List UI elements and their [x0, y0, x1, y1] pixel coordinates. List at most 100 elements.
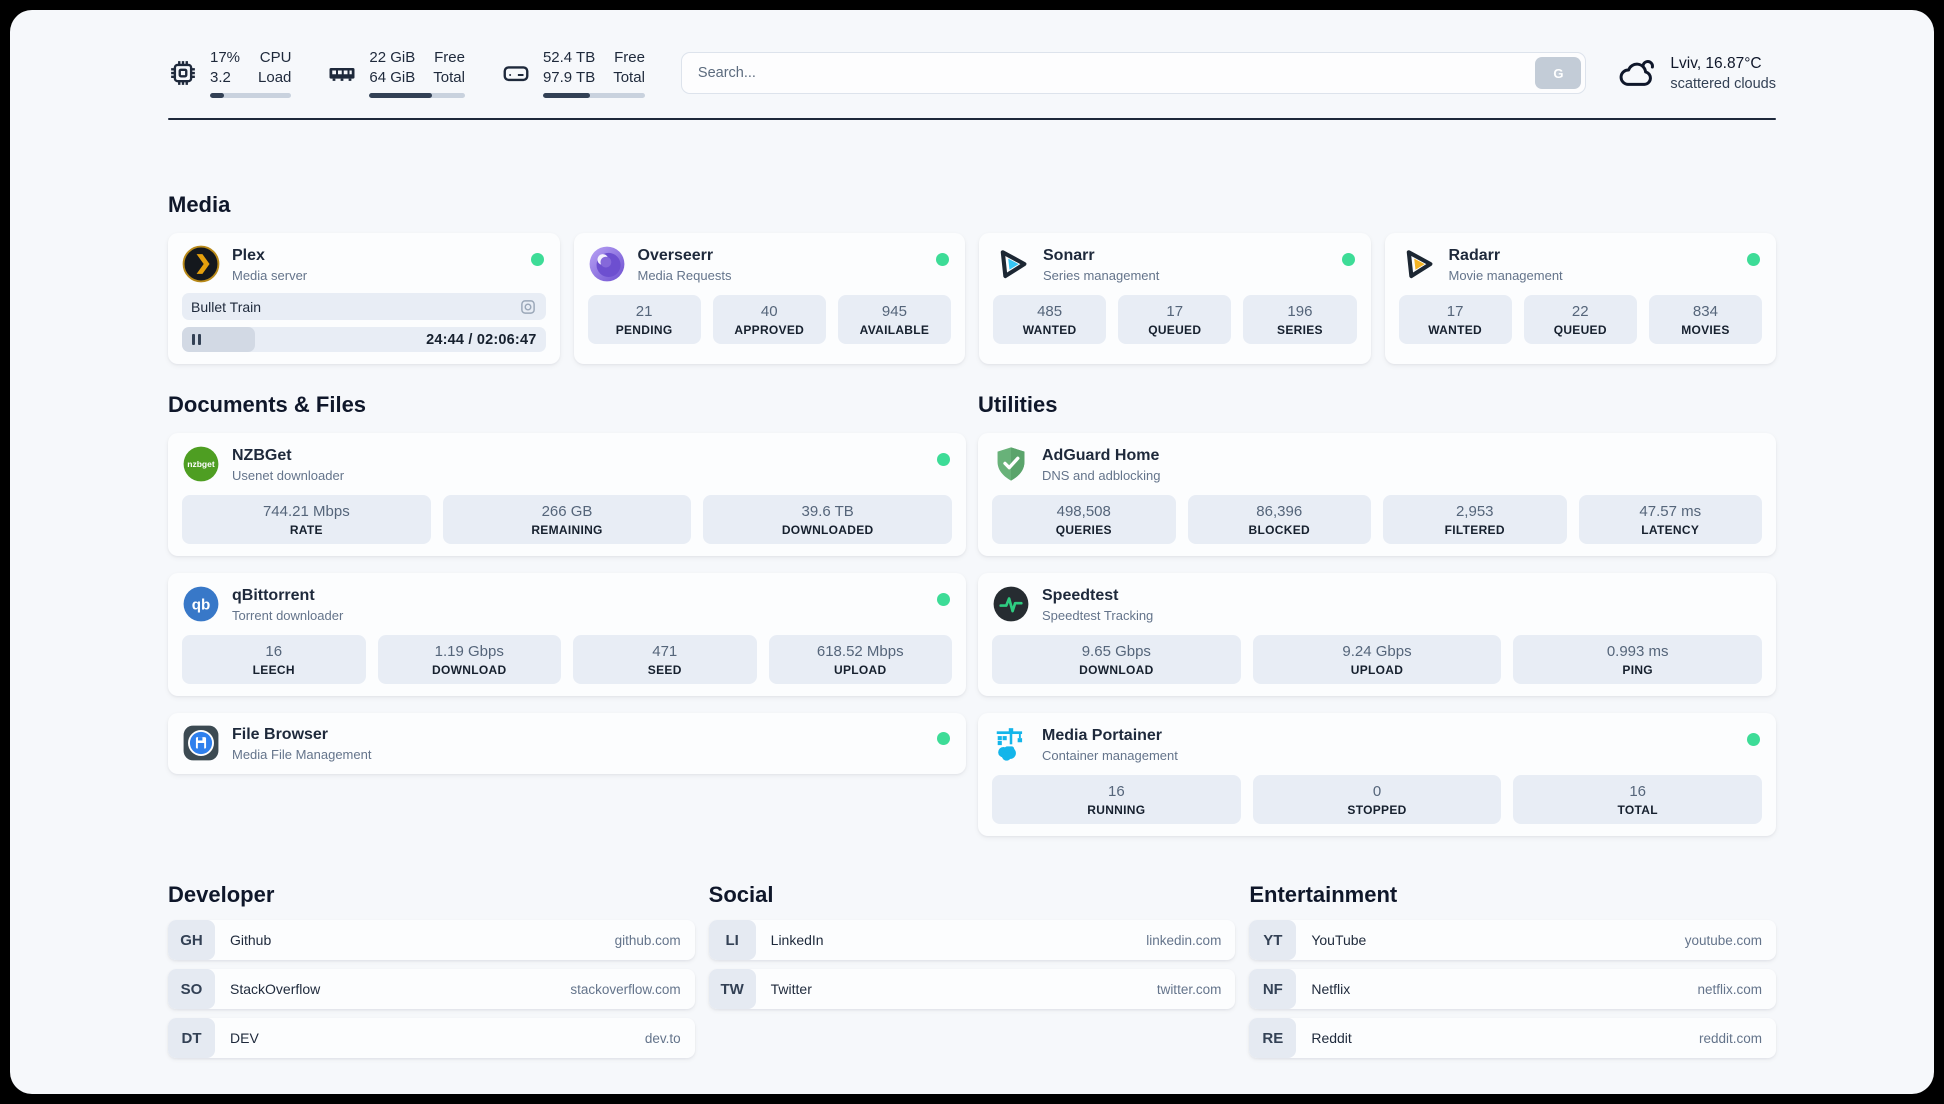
stat-downloaded: 39.6 TB DOWNLOADED: [703, 495, 953, 544]
svg-text:qb: qb: [192, 596, 211, 613]
stat-blocked: 86,396 BLOCKED: [1187, 495, 1371, 544]
service-title: Radarr: [1448, 247, 1501, 264]
documents-column: Documents & Files nzbget NZBGet Usenet d…: [168, 392, 966, 836]
stat-upload: 9.24 Gbps UPLOAD: [1252, 635, 1502, 684]
pause-button[interactable]: [192, 334, 201, 345]
memory-total-value: 64 GiB: [369, 69, 416, 86]
memory-resource-widget: 22 GiB 64 GiB Free Total: [327, 48, 465, 98]
service-subtitle: Container management: [1042, 748, 1178, 763]
service-title: File Browser: [232, 726, 329, 743]
service-subtitle: Media server: [232, 268, 308, 283]
stat-rate: 744.21 Mbps RATE: [182, 495, 431, 544]
memory-icon: [329, 68, 355, 81]
link-domain: twitter.com: [1156, 981, 1222, 997]
link-name: Github: [230, 932, 272, 948]
service-title: Media Portainer: [1042, 727, 1163, 744]
service-title: AdGuard Home: [1042, 447, 1160, 464]
weather-condition: scattered clouds: [1670, 75, 1776, 92]
link-domain: dev.to: [644, 1030, 681, 1046]
link-domain: linkedin.com: [1146, 932, 1222, 948]
social-section-heading: Social: [708, 882, 774, 907]
status-dot: [1747, 253, 1760, 266]
service-title: Speedtest: [1042, 587, 1119, 604]
link-abbr: NF: [1249, 969, 1297, 1009]
service-title: qBittorrent: [232, 587, 315, 604]
service-title: NZBGet: [232, 447, 292, 464]
link-name: Reddit: [1311, 1030, 1352, 1046]
overseerr-icon: [589, 246, 624, 282]
status-dot: [937, 593, 950, 606]
weather-location-temp: Lviv, 16.87°C: [1670, 54, 1762, 72]
service-subtitle: Usenet downloader: [232, 468, 345, 483]
stat-total: 16 TOTAL: [1513, 775, 1763, 824]
service-subtitle: Torrent downloader: [232, 608, 344, 623]
link-linkedin[interactable]: LI LinkedIn linkedin.com: [708, 920, 1236, 960]
radarr-card[interactable]: Radarr Movie management 17 WANTED 22 QUE…: [1384, 233, 1776, 364]
plex-card[interactable]: Plex Media server Bullet Train 24:44 / 0: [168, 233, 560, 364]
sonarr-card[interactable]: Sonarr Series management 485 WANTED 17 Q…: [979, 233, 1371, 364]
link-abbr: LI: [708, 920, 756, 960]
link-netflix[interactable]: NF Netflix netflix.com: [1249, 969, 1776, 1009]
link-name: StackOverflow: [230, 981, 321, 997]
overseerr-card[interactable]: Overseerr Media Requests 21 PENDING 40 A…: [573, 233, 965, 364]
cpu-load-label: Load: [258, 69, 292, 86]
link-abbr: YT: [1249, 920, 1297, 960]
disk-resource-widget: 52.4 TB 97.9 TB Free Total: [501, 48, 645, 98]
stat-leech: 16 LEECH: [182, 635, 366, 684]
stat-pending: 21 PENDING: [587, 295, 701, 344]
service-title: Overseerr: [637, 247, 714, 264]
stat-filtered: 2,953 FILTERED: [1383, 495, 1567, 544]
stat-available: 945 AVAILABLE: [837, 295, 952, 344]
dashboard-page: 17% 3.2 CPU Load: [10, 10, 1934, 1094]
speedtest-card[interactable]: Speedtest Speedtest Tracking 9.65 Gbps D…: [978, 573, 1776, 696]
link-twitter[interactable]: TW Twitter twitter.com: [708, 969, 1236, 1009]
link-reddit[interactable]: RE Reddit reddit.com: [1249, 1018, 1776, 1058]
stat-running: 16 RUNNING: [992, 775, 1241, 824]
stat-upload: 618.52 Mbps UPLOAD: [768, 635, 952, 684]
link-github[interactable]: GH Github github.com: [168, 920, 695, 960]
stat-stopped: 0 STOPPED: [1252, 775, 1502, 824]
sonarr-icon: [1000, 250, 1027, 279]
portainer-card[interactable]: Media Portainer Container management 16 …: [978, 713, 1776, 836]
media-section-heading: Media: [168, 192, 231, 217]
status-dot: [1341, 253, 1355, 266]
utilities-section-heading: Utilities: [978, 392, 1058, 417]
link-abbr: TW: [708, 969, 756, 1009]
media-type-icon: [520, 299, 535, 314]
memory-usage-bar: [369, 93, 465, 98]
disk-icon: [503, 66, 529, 82]
search-input[interactable]: [680, 52, 1587, 94]
weather-widget: Lviv, 16.87°C scattered clouds: [1616, 52, 1776, 94]
search-provider-button[interactable]: G: [1535, 57, 1582, 89]
link-domain: github.com: [614, 932, 681, 948]
system-resources: 17% 3.2 CPU Load: [168, 48, 645, 98]
cpu-usage-label: CPU: [259, 49, 292, 66]
nzbget-icon: nzbget: [183, 446, 219, 482]
service-title: Sonarr: [1043, 247, 1095, 264]
link-youtube[interactable]: YT YouTube youtube.com: [1249, 920, 1776, 960]
link-abbr: DT: [168, 1018, 215, 1058]
nzbget-card[interactable]: nzbget NZBGet Usenet downloader 744.21 M…: [168, 433, 966, 556]
link-abbr: GH: [168, 920, 215, 960]
service-subtitle: Series management: [1043, 268, 1160, 283]
svg-text:nzbget: nzbget: [187, 459, 215, 469]
link-stackoverflow[interactable]: SO StackOverflow stackoverflow.com: [168, 969, 695, 1009]
plex-icon: [182, 245, 220, 283]
link-dev[interactable]: DT DEV dev.to: [168, 1018, 695, 1058]
cpu-usage-bar: [210, 93, 292, 98]
cpu-usage-value: 17%: [210, 49, 241, 66]
disk-total-label: Total: [613, 69, 645, 86]
stat-series: 196 SERIES: [1243, 295, 1357, 344]
cpu-icon: [171, 61, 195, 85]
memory-free-label: Free: [434, 49, 465, 66]
entertainment-section-heading: Entertainment: [1249, 882, 1398, 907]
qbittorrent-card[interactable]: qb qBittorrent Torrent downloader 16 LEE…: [168, 573, 966, 696]
disk-free-label: Free: [614, 49, 645, 66]
link-name: YouTube: [1311, 932, 1367, 948]
social-links-column: Social LI LinkedIn linkedin.com TW Twitt…: [708, 882, 1236, 1067]
disk-usage-bar: [542, 93, 645, 98]
developer-links-column: Developer GH Github github.com SO StackO…: [168, 882, 695, 1067]
scattered-clouds-icon: [1620, 60, 1655, 86]
filebrowser-card[interactable]: File Browser Media File Management: [168, 713, 966, 774]
adguard-card[interactable]: AdGuard Home DNS and adblocking 498,508 …: [978, 433, 1776, 556]
